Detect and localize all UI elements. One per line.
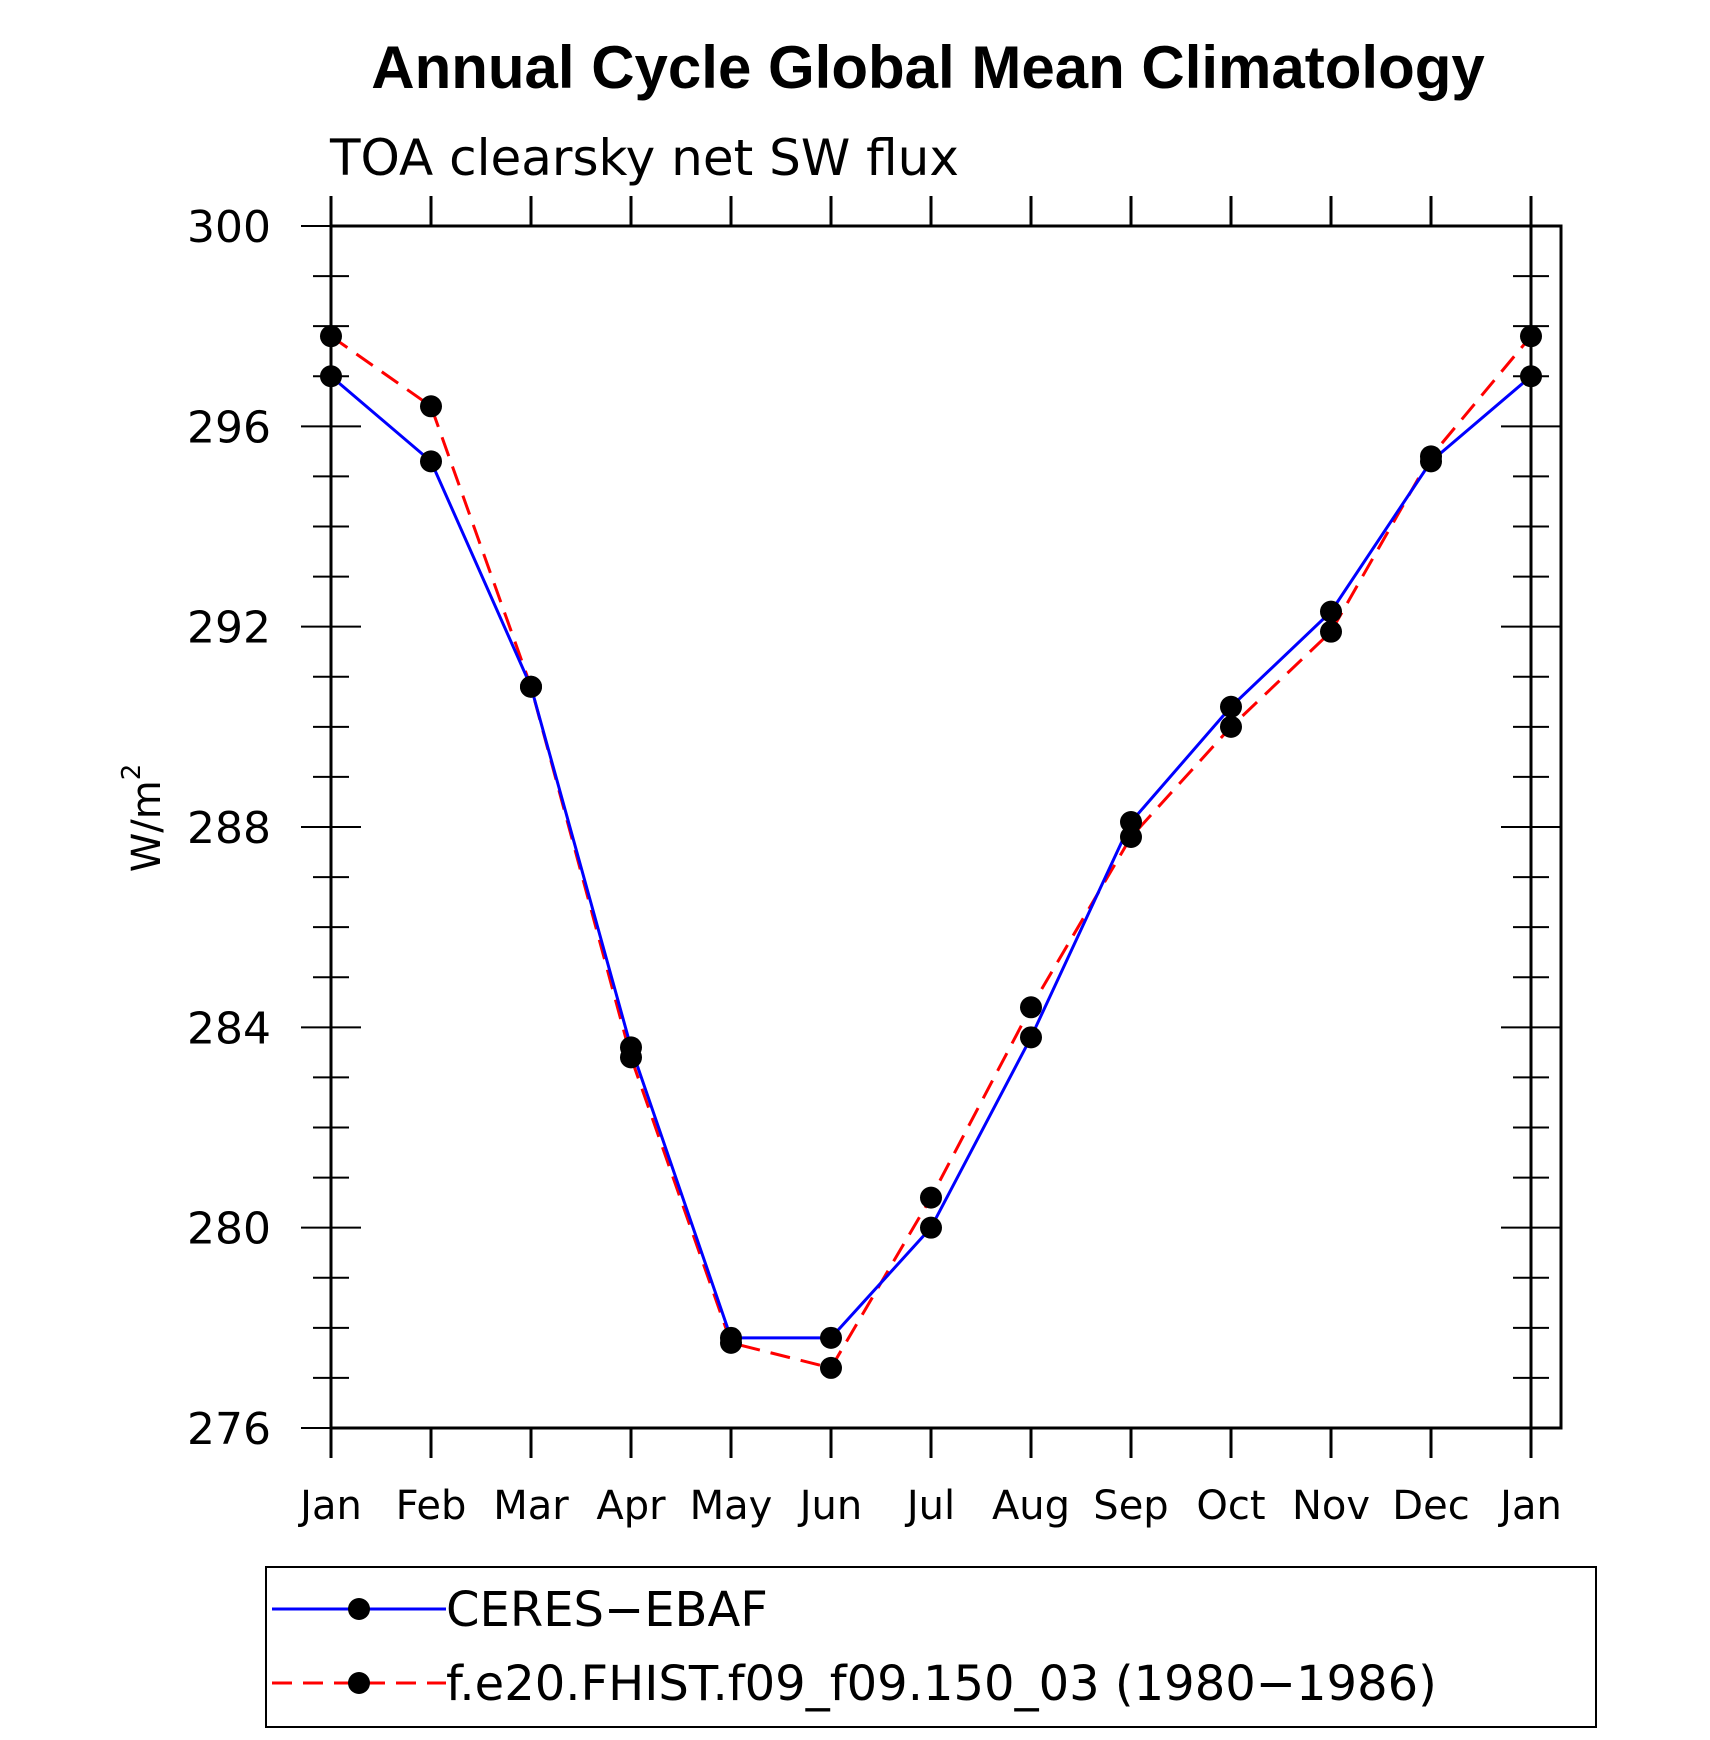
x-tick-label: May (690, 1483, 773, 1529)
tick-marks (301, 196, 1561, 1458)
legend-box (265, 1566, 1597, 1728)
point-model (1320, 620, 1342, 643)
point-ceres-ebaf (1220, 695, 1242, 718)
series-line-model (330, 334, 1533, 1370)
legend: CERES−EBAF f.e20.FHIST.f09_f09.150_03 (1… (265, 1566, 1597, 1728)
point-ceres-ebaf (1020, 1026, 1042, 1049)
legend-label-model: f.e20.FHIST.f09_f09.150_03 (1980−1986) (446, 1656, 1437, 1712)
svg-text:W/m2: W/m2 (117, 764, 170, 873)
point-model (720, 1331, 742, 1354)
x-tick-label: Jul (904, 1483, 955, 1529)
point-model (1520, 325, 1542, 348)
y-tick-label: 288 (187, 803, 271, 854)
x-tick-label: Jan (1497, 1483, 1562, 1529)
point-model (1220, 715, 1242, 738)
point-ceres-ebaf (1520, 365, 1542, 388)
x-tick-label: Sep (1093, 1483, 1168, 1529)
y-tick-label: 276 (187, 1404, 271, 1455)
point-model (1420, 445, 1442, 468)
y-tick-label: 284 (187, 1003, 271, 1054)
chart-subtitle: TOA clearsky net SW flux (329, 129, 959, 187)
point-model (1020, 996, 1042, 1019)
y-axis-label-text: W/m (124, 780, 170, 872)
tick-labels: Jan Feb Mar Apr May Jun Jul Aug Sep Oct Nov Dec Jan 2… (187, 202, 1562, 1529)
y-axis-label-superscript: 2 (117, 764, 147, 781)
legend-label-ceres-ebaf: CERES−EBAF (446, 1582, 768, 1638)
point-ceres-ebaf (420, 450, 442, 473)
series-layer (320, 325, 1542, 1379)
point-model (520, 675, 542, 698)
x-tick-label: Aug (992, 1483, 1070, 1529)
point-model (320, 325, 342, 348)
point-model (420, 395, 442, 418)
x-tick-label: Jun (797, 1483, 863, 1529)
y-tick-label: 300 (187, 202, 271, 253)
point-model (620, 1046, 642, 1069)
point-model (920, 1186, 942, 1209)
x-tick-label: Apr (596, 1483, 666, 1529)
legend-marker-model (348, 1672, 370, 1694)
point-model (1120, 826, 1142, 849)
x-tick-label: Jan (297, 1483, 362, 1529)
x-tick-label: Dec (1392, 1483, 1469, 1529)
point-ceres-ebaf (920, 1216, 942, 1239)
point-model (820, 1356, 842, 1379)
y-tick-label: 292 (187, 603, 271, 654)
y-axis-label: W/m2 (117, 764, 170, 873)
x-tick-label: Mar (493, 1483, 569, 1529)
legend-marker-ceres-ebaf (348, 1598, 370, 1620)
y-tick-label: 280 (187, 1204, 271, 1255)
x-tick-label: Nov (1292, 1483, 1370, 1529)
point-ceres-ebaf (1320, 600, 1342, 623)
point-ceres-ebaf (320, 365, 342, 388)
x-tick-label: Feb (396, 1483, 467, 1529)
point-ceres-ebaf (820, 1326, 842, 1349)
chart-title: Annual Cycle Global Mean Climatology (371, 34, 1485, 101)
y-tick-label: 296 (187, 402, 271, 453)
plot-frame (329, 224, 1563, 1430)
x-tick-label: Oct (1196, 1483, 1265, 1529)
